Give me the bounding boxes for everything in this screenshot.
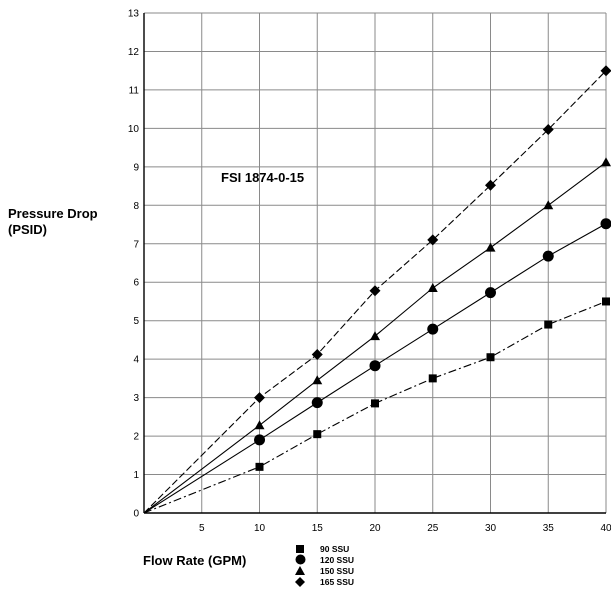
x-tick-label: 10 [254, 523, 266, 534]
data-point-square [428, 374, 437, 383]
y-tick-label: 13 [128, 9, 140, 20]
data-point-diamond [600, 65, 611, 77]
square-marker-icon [294, 543, 306, 554]
x-tick-label: 5 [199, 523, 205, 534]
y-tick-label: 1 [133, 470, 139, 481]
x-tick-label: 20 [369, 523, 381, 534]
data-point-diamond [542, 124, 554, 136]
legend-item-165-ssu: 165 SSU [294, 576, 354, 587]
y-tick-label: 10 [128, 124, 140, 135]
grid [144, 12, 607, 514]
circle-marker-icon [294, 554, 306, 565]
legend-item-90-ssu: 90 SSU [294, 543, 354, 554]
data-point-square [371, 399, 379, 408]
y-axis-label-line-1: Pressure Drop [8, 206, 98, 221]
y-axis-label: Pressure Drop (PSID) [8, 206, 98, 238]
data-point-diamond [485, 179, 496, 191]
triangle-marker-icon [294, 565, 306, 576]
y-tick-label: 11 [129, 85, 140, 96]
legend: 90 SSU 120 SSU 150 SSU 165 SSU [294, 543, 354, 587]
data-point-triangle [312, 375, 323, 385]
data-point-triangle [254, 420, 265, 430]
data-point-circle [427, 323, 439, 335]
x-tick-label: 15 [312, 523, 324, 534]
data-point-circle [485, 287, 496, 299]
data-point-triangle [543, 200, 554, 210]
data-point-triangle [370, 331, 380, 341]
data-point-triangle [485, 242, 496, 252]
data-point-square [602, 297, 610, 306]
series-line [143, 300, 607, 514]
y-axis-label-line-2: (PSID) [8, 222, 47, 237]
y-tick-label: 0 [133, 509, 139, 520]
data-point-diamond [369, 285, 381, 297]
y-tick-label: 9 [133, 162, 139, 173]
legend-label: 165 SSU [320, 576, 355, 587]
diamond-marker-icon [294, 576, 306, 587]
data-point-square [313, 430, 322, 439]
legend-label: 150 SSU [320, 565, 355, 576]
data-point-circle [600, 218, 611, 230]
y-tick-label: 3 [133, 393, 139, 404]
y-tick-label: 2 [133, 432, 139, 443]
data-point-circle [369, 360, 381, 372]
y-tick-label: 12 [128, 47, 140, 58]
legend-label: 120 SSU [320, 554, 355, 565]
y-tick-label: 5 [133, 316, 139, 327]
x-axis-label: Flow Rate (GPM) [143, 553, 247, 568]
data-point-square [544, 320, 553, 329]
series-line [143, 70, 607, 514]
series-line [143, 161, 607, 514]
series-layer [143, 65, 611, 514]
data-point-diamond [311, 349, 323, 361]
data-point-circle [254, 434, 265, 446]
legend-item-120-ssu: 120 SSU [294, 554, 354, 565]
data-point-triangle [601, 157, 611, 167]
x-tick-label: 35 [543, 523, 555, 534]
data-point-circle [311, 397, 323, 409]
legend-item-150-ssu: 150 SSU [294, 565, 354, 576]
x-tick-label: 40 [600, 523, 611, 534]
data-point-circle [542, 250, 554, 262]
data-point-square [486, 353, 495, 362]
y-tick-label: 4 [133, 355, 139, 366]
x-tick-label: 30 [485, 523, 497, 534]
data-point-square [255, 462, 264, 471]
series-line [143, 223, 607, 514]
data-point-diamond [254, 392, 265, 404]
y-tick-label: 7 [133, 239, 139, 250]
legend-label: 90 SSU [320, 543, 350, 554]
chart-title: FSI 1874-0-15 [221, 170, 304, 185]
data-point-triangle [427, 283, 438, 292]
y-tick-label: 6 [133, 278, 139, 289]
x-tick-label: 25 [427, 523, 439, 534]
data-point-diamond [427, 234, 439, 246]
y-tick-label: 8 [133, 201, 139, 212]
